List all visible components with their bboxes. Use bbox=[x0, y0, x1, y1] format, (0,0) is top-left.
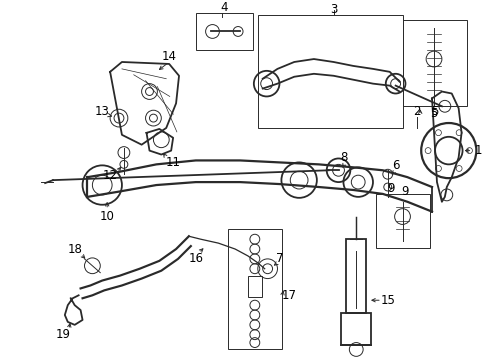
Text: 9: 9 bbox=[401, 185, 408, 198]
Text: 7: 7 bbox=[275, 252, 283, 265]
Bar bbox=[341, 313, 370, 345]
Text: 17: 17 bbox=[281, 289, 296, 302]
Text: 6: 6 bbox=[391, 159, 399, 172]
Bar bbox=[375, 194, 429, 248]
Bar bbox=[257, 15, 403, 128]
Bar bbox=[247, 276, 261, 297]
Text: 9: 9 bbox=[386, 183, 394, 195]
Text: 5: 5 bbox=[429, 107, 437, 120]
Bar bbox=[346, 239, 366, 313]
Text: 12: 12 bbox=[102, 169, 118, 182]
Text: 5: 5 bbox=[430, 105, 438, 118]
Text: 15: 15 bbox=[380, 294, 394, 307]
Text: 11: 11 bbox=[165, 156, 180, 169]
Text: 4: 4 bbox=[220, 1, 227, 14]
Text: 19: 19 bbox=[55, 328, 70, 341]
Text: 13: 13 bbox=[95, 105, 109, 118]
Bar bbox=[195, 13, 252, 50]
Text: 1: 1 bbox=[473, 144, 481, 157]
Text: 14: 14 bbox=[162, 50, 176, 63]
Text: 3: 3 bbox=[329, 3, 337, 16]
Text: 18: 18 bbox=[67, 243, 82, 256]
Bar bbox=[228, 229, 282, 350]
Bar bbox=[402, 20, 466, 106]
Text: 8: 8 bbox=[339, 151, 346, 164]
Text: 2: 2 bbox=[413, 105, 420, 118]
Text: 16: 16 bbox=[188, 252, 203, 265]
Text: 10: 10 bbox=[100, 210, 114, 223]
